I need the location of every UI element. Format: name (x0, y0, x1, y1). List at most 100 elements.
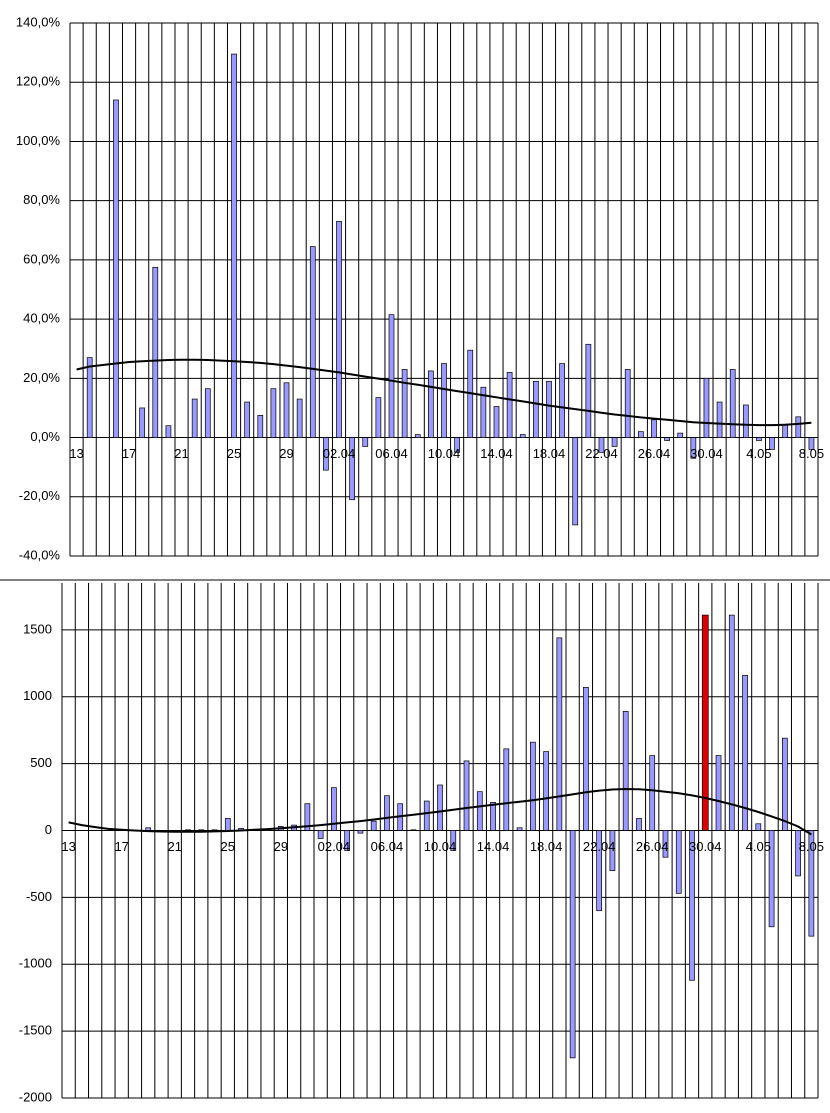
bar (769, 437, 775, 450)
x-tick-label: 21 (168, 839, 182, 854)
y-tick-label: 0,0% (30, 429, 60, 444)
bar (649, 755, 656, 831)
bar (742, 674, 748, 831)
bar (331, 787, 337, 831)
bar (651, 419, 657, 438)
x-tick-label: 18.04 (530, 839, 563, 854)
bar (728, 614, 735, 831)
bar (423, 800, 430, 831)
x-tick-label: 4.05 (746, 839, 771, 854)
bar (756, 437, 762, 441)
bar (529, 741, 536, 831)
y-tick-label: 140,0% (16, 14, 61, 29)
x-tick-label: 22.04 (585, 446, 618, 461)
bar (384, 795, 390, 831)
bar (428, 370, 434, 438)
bar (533, 380, 539, 438)
y-tick-label: -1000 (19, 956, 52, 971)
bar (782, 423, 789, 438)
bar (463, 760, 470, 831)
bar (572, 437, 579, 526)
bar (454, 437, 460, 453)
bar (609, 830, 616, 871)
bar (506, 372, 513, 438)
bar (611, 437, 618, 447)
bar (598, 437, 605, 453)
x-tick-label: 22.04 (583, 839, 616, 854)
bar (86, 357, 93, 438)
bar (476, 791, 483, 831)
bar (543, 751, 549, 831)
trend-line (76, 358, 812, 427)
bar (677, 432, 684, 438)
bar (388, 314, 395, 438)
bar (437, 784, 443, 831)
x-tick-label: 02.04 (323, 446, 356, 461)
bar (493, 406, 500, 438)
y-tick-label: -500 (26, 889, 52, 904)
bar (336, 221, 342, 438)
bar (662, 830, 669, 858)
bar (414, 434, 421, 438)
bar (795, 416, 802, 438)
bar (323, 437, 329, 471)
bar (309, 246, 316, 438)
y-tick-label: 1500 (23, 621, 52, 636)
bar (808, 830, 815, 937)
bar (304, 803, 311, 831)
bar (715, 755, 722, 831)
bar (559, 363, 565, 438)
y-tick-label: -2000 (19, 1089, 52, 1104)
x-tick-label: 4.05 (746, 446, 771, 461)
x-tick-label: 25 (221, 839, 235, 854)
y-tick-label: 100,0% (16, 133, 61, 148)
bar (185, 829, 191, 831)
x-tick-label: 14.04 (480, 446, 513, 461)
x-tick-label: 25 (227, 446, 241, 461)
x-tick-label: 02.04 (318, 839, 351, 854)
bar (357, 830, 364, 834)
bar (690, 437, 697, 459)
x-tick-label: 10.04 (424, 839, 457, 854)
y-tick-label: 20,0% (23, 370, 60, 385)
bar (344, 830, 351, 851)
x-tick-label: 14.04 (477, 839, 510, 854)
bar (317, 830, 324, 839)
bar (622, 711, 629, 831)
bar (689, 830, 695, 981)
bar (503, 748, 510, 831)
bar (480, 386, 487, 438)
bar (729, 369, 736, 438)
x-tick-label: 8.05 (799, 839, 824, 854)
bar (375, 397, 382, 438)
bar (370, 820, 377, 831)
bar (808, 437, 815, 450)
x-tick-label: 18.04 (533, 446, 566, 461)
bar (742, 404, 749, 438)
y-tick-label: 60,0% (23, 251, 60, 266)
x-tick-label: 30.04 (689, 839, 722, 854)
bar (519, 434, 526, 438)
bar (637, 431, 644, 438)
bar (624, 369, 631, 438)
bar (349, 437, 355, 501)
bar (441, 363, 447, 438)
x-tick-label: 10.04 (428, 446, 461, 461)
x-tick-label: 29 (279, 446, 293, 461)
x-tick-label: 17 (122, 446, 136, 461)
x-tick-label: 17 (114, 839, 128, 854)
bar (703, 377, 710, 438)
bar (569, 830, 576, 1059)
bar (296, 398, 303, 438)
bar (664, 437, 670, 441)
bar (113, 99, 119, 438)
y-tick-label: 1000 (23, 688, 52, 703)
bar (516, 827, 523, 831)
bar (224, 818, 231, 831)
bar (165, 425, 172, 438)
bar (283, 382, 290, 438)
bar (244, 401, 251, 438)
y-tick-label: 80,0% (23, 192, 60, 207)
